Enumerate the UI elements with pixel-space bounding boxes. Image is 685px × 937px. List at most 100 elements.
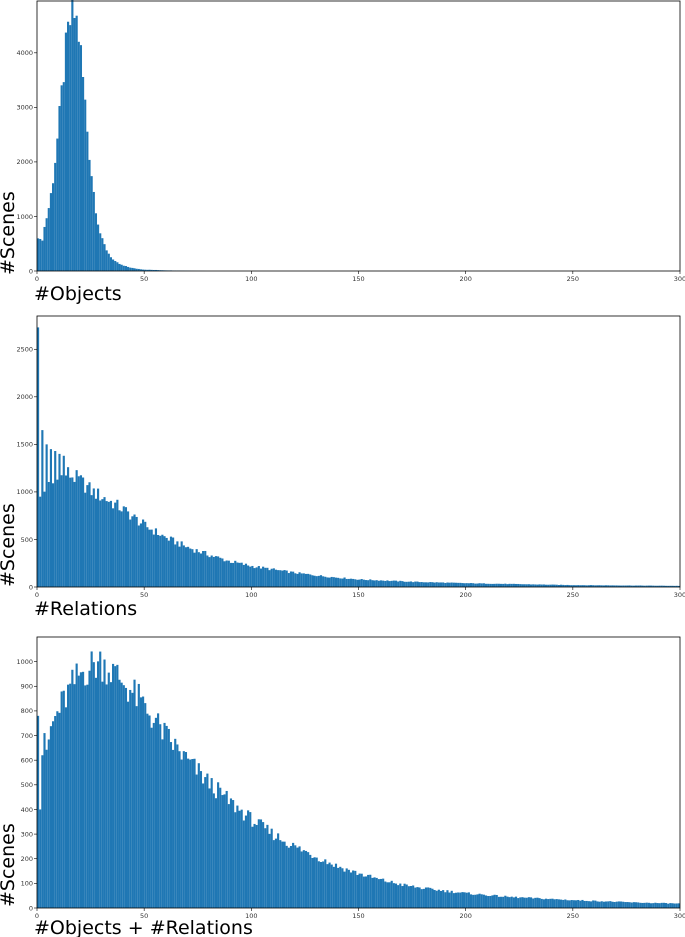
bar-objects-plus-relations (493, 894, 496, 908)
bar-relations (319, 575, 323, 587)
bar-objects-plus-relations (484, 895, 488, 908)
bar-objects-plus-relations (637, 902, 640, 908)
bar-relations (58, 453, 61, 587)
y-tick-label: 600 (21, 756, 33, 764)
bar-objects-plus-relations (232, 800, 235, 908)
bar-objects-plus-relations (302, 850, 305, 908)
bar-objects-plus-relations (77, 675, 80, 908)
bar-relations (307, 573, 310, 587)
bar-relations (217, 556, 220, 587)
bar-relations (109, 500, 113, 587)
bar-relations (54, 451, 57, 587)
bar-relations (467, 583, 470, 587)
bar-relations (152, 534, 155, 587)
bar-objects-plus-relations (157, 713, 160, 908)
bar-relations (472, 583, 475, 587)
bar-relations (536, 584, 539, 587)
bar-relations (371, 580, 374, 587)
bar-relations (439, 582, 443, 587)
bar-objects (71, 0, 74, 272)
bar-relations (287, 573, 290, 587)
bar-objects (47, 208, 50, 271)
bar-relations (195, 549, 198, 587)
bar-objects-plus-relations (221, 795, 224, 908)
bar-objects-plus-relations (626, 902, 629, 908)
bar-relations (510, 583, 513, 587)
bar-relations (294, 573, 297, 587)
bar-relations (86, 485, 89, 587)
bar-objects-plus-relations (658, 903, 661, 908)
bar-relations (508, 583, 511, 587)
bar-objects-plus-relations (161, 739, 164, 908)
bar-objects (77, 41, 80, 271)
bar-relations (240, 562, 243, 587)
bar-objects (94, 213, 98, 271)
bar-relations (544, 584, 548, 587)
bar-relations (660, 585, 663, 587)
bar-relations (71, 477, 74, 587)
bar-objects-plus-relations (369, 874, 372, 908)
bar-objects (54, 162, 57, 271)
bar-relations (187, 546, 190, 587)
bar-objects-plus-relations (514, 896, 518, 908)
bar-objects (97, 224, 100, 271)
bar-relations (489, 583, 492, 587)
bar-objects-plus-relations (379, 878, 383, 908)
bar-relations (607, 585, 610, 587)
bar-relations (322, 576, 325, 587)
x-axis-label: #Relations (34, 598, 137, 620)
bar-objects-plus-relations (334, 863, 338, 908)
bar-objects-plus-relations (649, 903, 653, 908)
bar-objects-plus-relations (497, 896, 500, 908)
bar-objects-plus-relations (67, 684, 70, 908)
bar-relations (345, 578, 348, 587)
bar-relations (452, 582, 455, 587)
bar-objects-plus-relations (367, 874, 370, 908)
y-tick-label: 800 (21, 707, 33, 715)
bar-relations (420, 582, 423, 587)
bar-relations (77, 476, 80, 587)
bar-relations (339, 578, 342, 587)
bar-relations (202, 551, 205, 587)
bar-objects-plus-relations (602, 901, 605, 908)
bar-objects (73, 18, 76, 272)
bar-objects-plus-relations (326, 864, 329, 908)
y-tick-label: 900 (21, 683, 33, 691)
bar-relations (609, 585, 612, 587)
bar-objects-plus-relations (352, 870, 355, 908)
bar-relations (637, 585, 640, 587)
bar-relations (407, 581, 410, 587)
bar-objects-plus-relations (283, 841, 286, 908)
x-tick-label: 200 (459, 275, 471, 283)
y-axis-label: #Scenes (0, 823, 19, 907)
bar-relations (405, 581, 408, 587)
bar-objects-plus-relations (362, 876, 365, 908)
bar-objects-plus-relations (382, 878, 385, 908)
bar-objects-plus-relations (474, 894, 477, 908)
bar-objects-plus-relations (463, 892, 466, 908)
bar-relations (176, 541, 179, 587)
bar-objects-plus-relations (377, 879, 380, 908)
bar-relations (324, 576, 327, 587)
bar-relations (178, 546, 181, 587)
bar-relations (105, 501, 108, 587)
bar-relations (332, 577, 335, 587)
bar-objects-plus-relations (229, 798, 233, 908)
bar-relations (289, 571, 293, 587)
bar-objects-plus-relations (634, 902, 638, 908)
bar-objects-plus-relations (446, 890, 449, 908)
bar-objects-plus-relations (587, 901, 590, 908)
bar-objects-plus-relations (309, 854, 312, 908)
bar-relations (643, 585, 646, 587)
bar-objects-plus-relations (341, 868, 344, 908)
bar-objects-plus-relations (622, 901, 625, 908)
bar-relations (422, 582, 425, 587)
bar-relations (169, 536, 173, 587)
bar-relations (369, 579, 372, 587)
bar-objects (142, 269, 145, 271)
bar-relations (427, 582, 430, 587)
bar-objects-plus-relations (559, 899, 563, 908)
bar-relations (330, 576, 333, 587)
bar-relations (184, 547, 188, 587)
bar-relations (549, 584, 552, 587)
